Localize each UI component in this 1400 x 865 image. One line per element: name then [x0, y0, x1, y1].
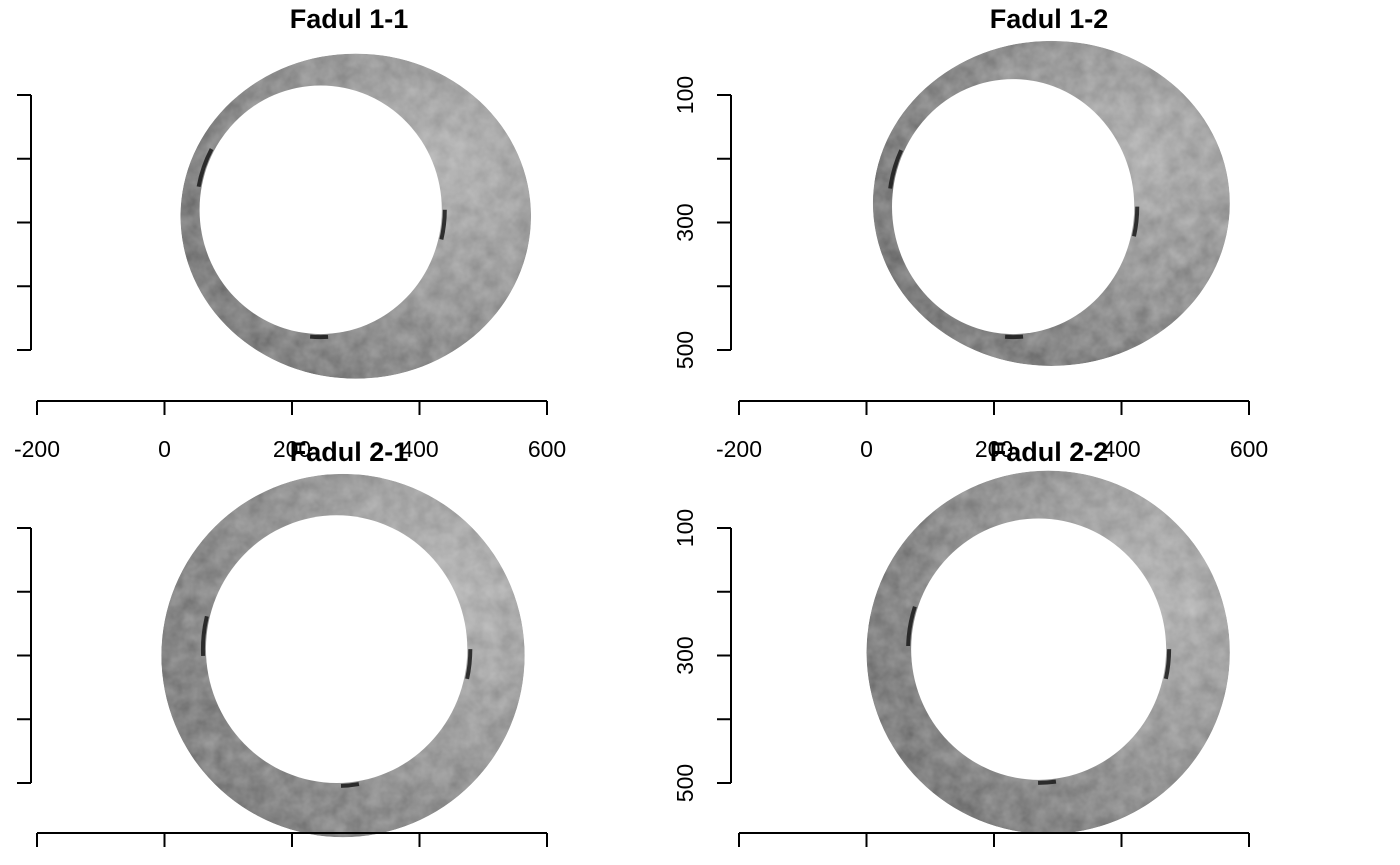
x-tick-label: 600: [528, 436, 566, 462]
panel-title: Fadul 2-1: [290, 437, 409, 467]
y-tick-label: 300: [672, 636, 698, 674]
x-tick-label: 600: [1230, 436, 1268, 462]
ring-image: [872, 40, 1230, 366]
panel-title: Fadul 2-2: [990, 437, 1109, 467]
panel-4: Fadul 2-2 100 300 500: [672, 437, 1250, 847]
x-tick-label: -200: [14, 436, 60, 462]
y-tick-label: 300: [672, 203, 698, 241]
y-tick-label: 500: [672, 331, 698, 369]
panel-1: Fadul 1-1 -200 0 200 400 600: [14, 4, 566, 462]
x-tick-label: -200: [716, 436, 762, 462]
y-tick-label: 100: [672, 76, 698, 114]
y-tick-label: 100: [672, 509, 698, 547]
inner-edge-gaps: [194, 80, 447, 340]
x-tick-label: 200: [273, 436, 311, 462]
panel-2: Fadul 1-2 -200 0 200 400 600 100 300 500: [672, 4, 1268, 462]
x-tick-label: 0: [158, 436, 171, 462]
y-tick-label: 500: [672, 764, 698, 802]
x-tick-label: 0: [860, 436, 873, 462]
x-tick-label: 200: [975, 436, 1013, 462]
ring-image: [866, 470, 1230, 834]
x-tick-label: 400: [1102, 436, 1140, 462]
inner-edge-gaps: [906, 513, 1172, 785]
inner-edge-gaps: [200, 510, 473, 788]
x-tick-label: 400: [400, 436, 438, 462]
panel-title: Fadul 1-2: [990, 4, 1109, 34]
ring-image: [180, 53, 532, 379]
ring-image: [161, 473, 525, 838]
panel-3: Fadul 2-1: [17, 437, 548, 847]
panel-title: Fadul 1-1: [290, 4, 409, 34]
inner-edge-gaps: [887, 74, 1140, 340]
